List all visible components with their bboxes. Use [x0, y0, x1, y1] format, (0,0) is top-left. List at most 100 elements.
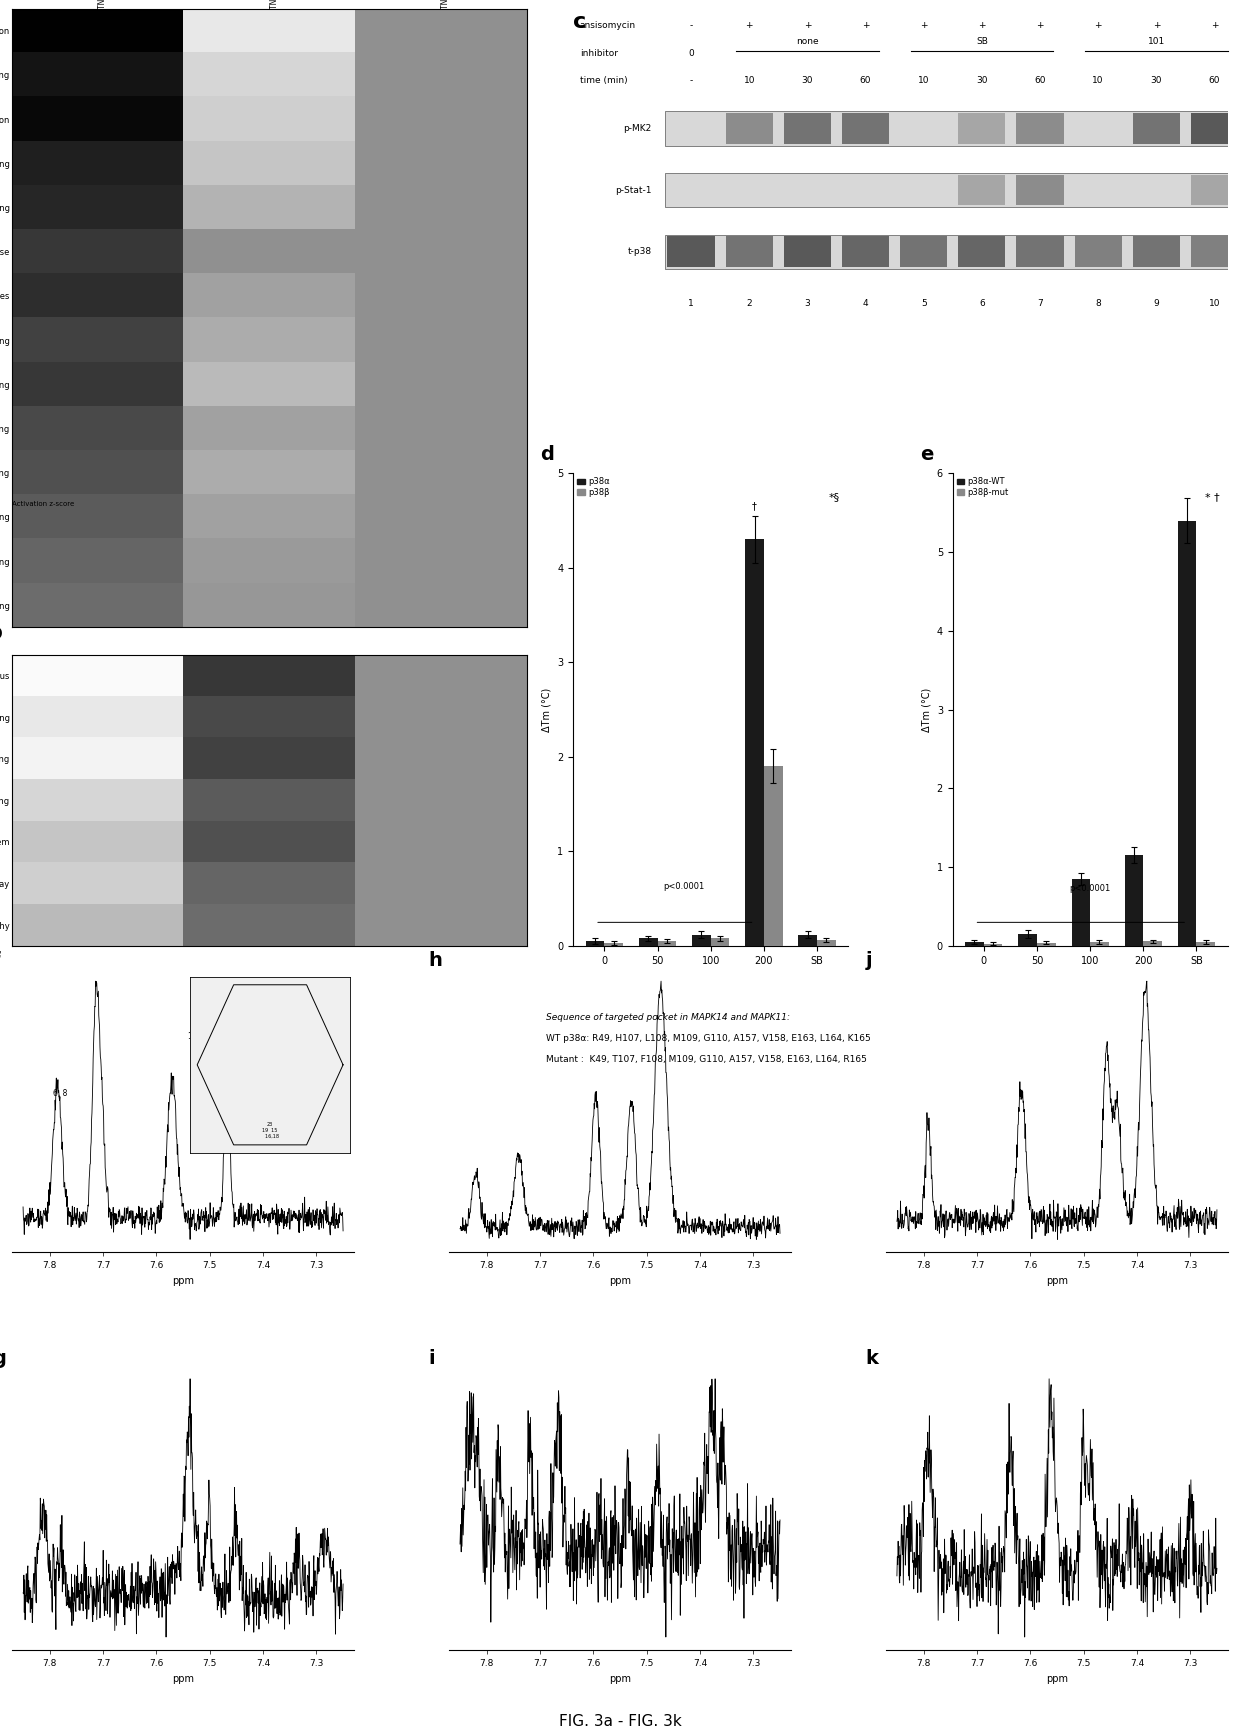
Text: -: - — [689, 76, 693, 85]
X-axis label: UM101 conc. (μM): UM101 conc. (μM) — [1049, 972, 1131, 980]
Text: +: + — [1095, 21, 1102, 29]
X-axis label: UM101 conc. (μM): UM101 conc. (μM) — [670, 972, 751, 980]
Bar — [1125, 856, 1143, 946]
Text: SB: SB — [976, 38, 988, 47]
FancyBboxPatch shape — [667, 236, 714, 267]
Text: c: c — [573, 12, 587, 33]
Text: +: + — [1210, 21, 1218, 29]
Text: 1: 1 — [688, 298, 694, 308]
Text: +: + — [978, 21, 986, 29]
Text: * †: * † — [1205, 492, 1219, 502]
Bar — [692, 935, 711, 946]
Bar — [1178, 521, 1197, 946]
Bar — [764, 766, 782, 946]
Text: +: + — [920, 21, 928, 29]
Text: 6: 6 — [980, 298, 985, 308]
FancyBboxPatch shape — [1075, 236, 1122, 267]
X-axis label: ppm: ppm — [609, 1276, 631, 1285]
Text: TNF+101 vs. TNF/DMSO: TNF+101 vs. TNF/DMSO — [441, 0, 450, 9]
Legend: p38α-WT, p38β-mut: p38α-WT, p38β-mut — [957, 478, 1009, 497]
Text: time (min): time (min) — [580, 76, 627, 85]
Text: 7: 7 — [1037, 298, 1043, 308]
Text: TNF+SB vs. TNF/DMSO: TNF+SB vs. TNF/DMSO — [269, 0, 279, 9]
Text: p-Stat-1: p-Stat-1 — [615, 185, 652, 194]
Bar — [604, 944, 622, 946]
Text: p-MK2: p-MK2 — [624, 125, 652, 133]
FancyBboxPatch shape — [1017, 113, 1064, 144]
Text: g: g — [0, 1349, 6, 1368]
Text: d: d — [541, 445, 554, 464]
Text: †: † — [753, 501, 758, 511]
Text: 60: 60 — [1209, 76, 1220, 85]
Text: Sequence of targeted pocket in MAPK14 and MAPK11:: Sequence of targeted pocket in MAPK14 an… — [546, 1013, 790, 1022]
FancyBboxPatch shape — [1133, 236, 1180, 267]
Text: 30: 30 — [1151, 76, 1162, 85]
Text: ansisomycin: ansisomycin — [580, 21, 636, 29]
Text: 15, 19, 5, 9: 15, 19, 5, 9 — [188, 1032, 232, 1041]
Text: t-p38: t-p38 — [627, 248, 652, 256]
Text: 60: 60 — [1034, 76, 1045, 85]
Text: 8: 8 — [1095, 298, 1101, 308]
Bar — [965, 942, 983, 946]
Bar — [711, 939, 729, 946]
FancyBboxPatch shape — [900, 236, 947, 267]
Text: j: j — [866, 951, 873, 970]
FancyBboxPatch shape — [1190, 113, 1238, 144]
Y-axis label: ΔTm (°C): ΔTm (°C) — [542, 688, 552, 731]
Text: *§: *§ — [828, 492, 839, 502]
FancyBboxPatch shape — [1017, 175, 1064, 206]
Bar — [1197, 942, 1215, 946]
Text: i: i — [429, 1349, 435, 1368]
Text: 10: 10 — [918, 76, 930, 85]
Text: +: + — [804, 21, 811, 29]
Bar — [657, 940, 676, 946]
FancyBboxPatch shape — [665, 111, 1240, 145]
Bar — [639, 939, 657, 946]
Text: TNF+DMSO vs. Cont.: TNF+DMSO vs. Cont. — [98, 0, 107, 9]
Text: a: a — [0, 0, 2, 2]
FancyBboxPatch shape — [959, 236, 1006, 267]
Text: 10: 10 — [1209, 298, 1220, 308]
Text: +: + — [1037, 21, 1044, 29]
Text: 60: 60 — [859, 76, 872, 85]
FancyBboxPatch shape — [959, 175, 1006, 206]
Text: p<0.0001: p<0.0001 — [1070, 883, 1111, 892]
Text: -: - — [689, 21, 693, 29]
Text: +: + — [745, 21, 753, 29]
Text: Activation z-score: Activation z-score — [12, 501, 74, 507]
Text: 16, 18: 16, 18 — [252, 1089, 275, 1098]
Text: p<0.0001: p<0.0001 — [663, 882, 704, 892]
Bar — [1090, 942, 1109, 946]
Text: 4: 4 — [863, 298, 868, 308]
Text: 30: 30 — [976, 76, 987, 85]
FancyBboxPatch shape — [725, 236, 773, 267]
X-axis label: ppm: ppm — [172, 1673, 195, 1684]
Bar — [1037, 942, 1055, 946]
FancyBboxPatch shape — [1190, 236, 1238, 267]
Text: 6, 8: 6, 8 — [53, 1089, 68, 1098]
Text: 3: 3 — [805, 298, 810, 308]
FancyBboxPatch shape — [665, 234, 1240, 268]
FancyBboxPatch shape — [1017, 236, 1064, 267]
Y-axis label: ΔTm (°C): ΔTm (°C) — [921, 688, 931, 731]
FancyBboxPatch shape — [842, 113, 889, 144]
X-axis label: ppm: ppm — [1045, 1673, 1068, 1684]
Text: WT p38α: R49, H107, L108, M109, G110, A157, V158, E163, L164, K165: WT p38α: R49, H107, L108, M109, G110, A1… — [546, 1034, 870, 1043]
Text: +: + — [1153, 21, 1161, 29]
Text: 30: 30 — [801, 76, 813, 85]
Text: inhibitor: inhibitor — [580, 48, 618, 57]
Text: h: h — [429, 951, 443, 970]
Text: Mutant :  K49, T107, F108, M109, G110, A157, V158, E163, L164, R165: Mutant : K49, T107, F108, M109, G110, A1… — [546, 1055, 867, 1063]
Bar — [1071, 880, 1090, 946]
FancyBboxPatch shape — [725, 113, 773, 144]
Text: 5: 5 — [921, 298, 926, 308]
Bar — [817, 940, 836, 946]
Bar — [1143, 940, 1162, 946]
Text: 0: 0 — [688, 48, 694, 57]
FancyBboxPatch shape — [959, 113, 1006, 144]
Text: k: k — [866, 1349, 879, 1368]
X-axis label: ppm: ppm — [1045, 1276, 1068, 1285]
X-axis label: ppm: ppm — [609, 1673, 631, 1684]
Text: 9: 9 — [1153, 298, 1159, 308]
Text: 10: 10 — [1092, 76, 1104, 85]
